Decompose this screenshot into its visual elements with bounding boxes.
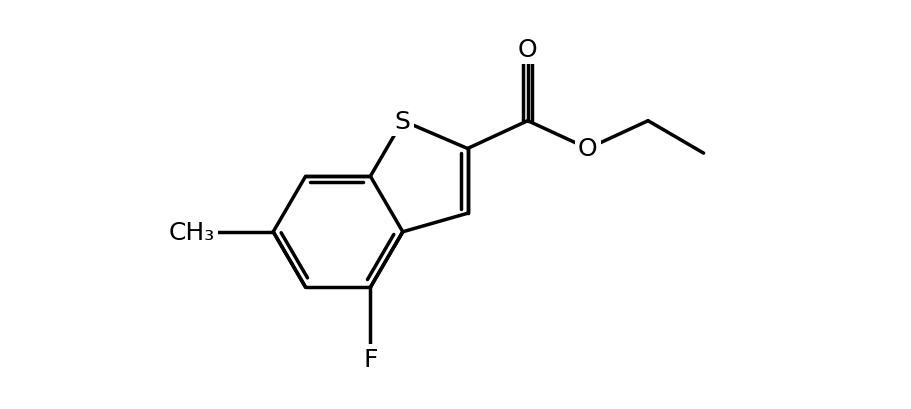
- Text: S: S: [394, 110, 410, 133]
- Text: O: O: [578, 137, 597, 161]
- Text: F: F: [363, 347, 377, 371]
- Text: CH₃: CH₃: [169, 220, 215, 244]
- Text: O: O: [517, 38, 537, 62]
